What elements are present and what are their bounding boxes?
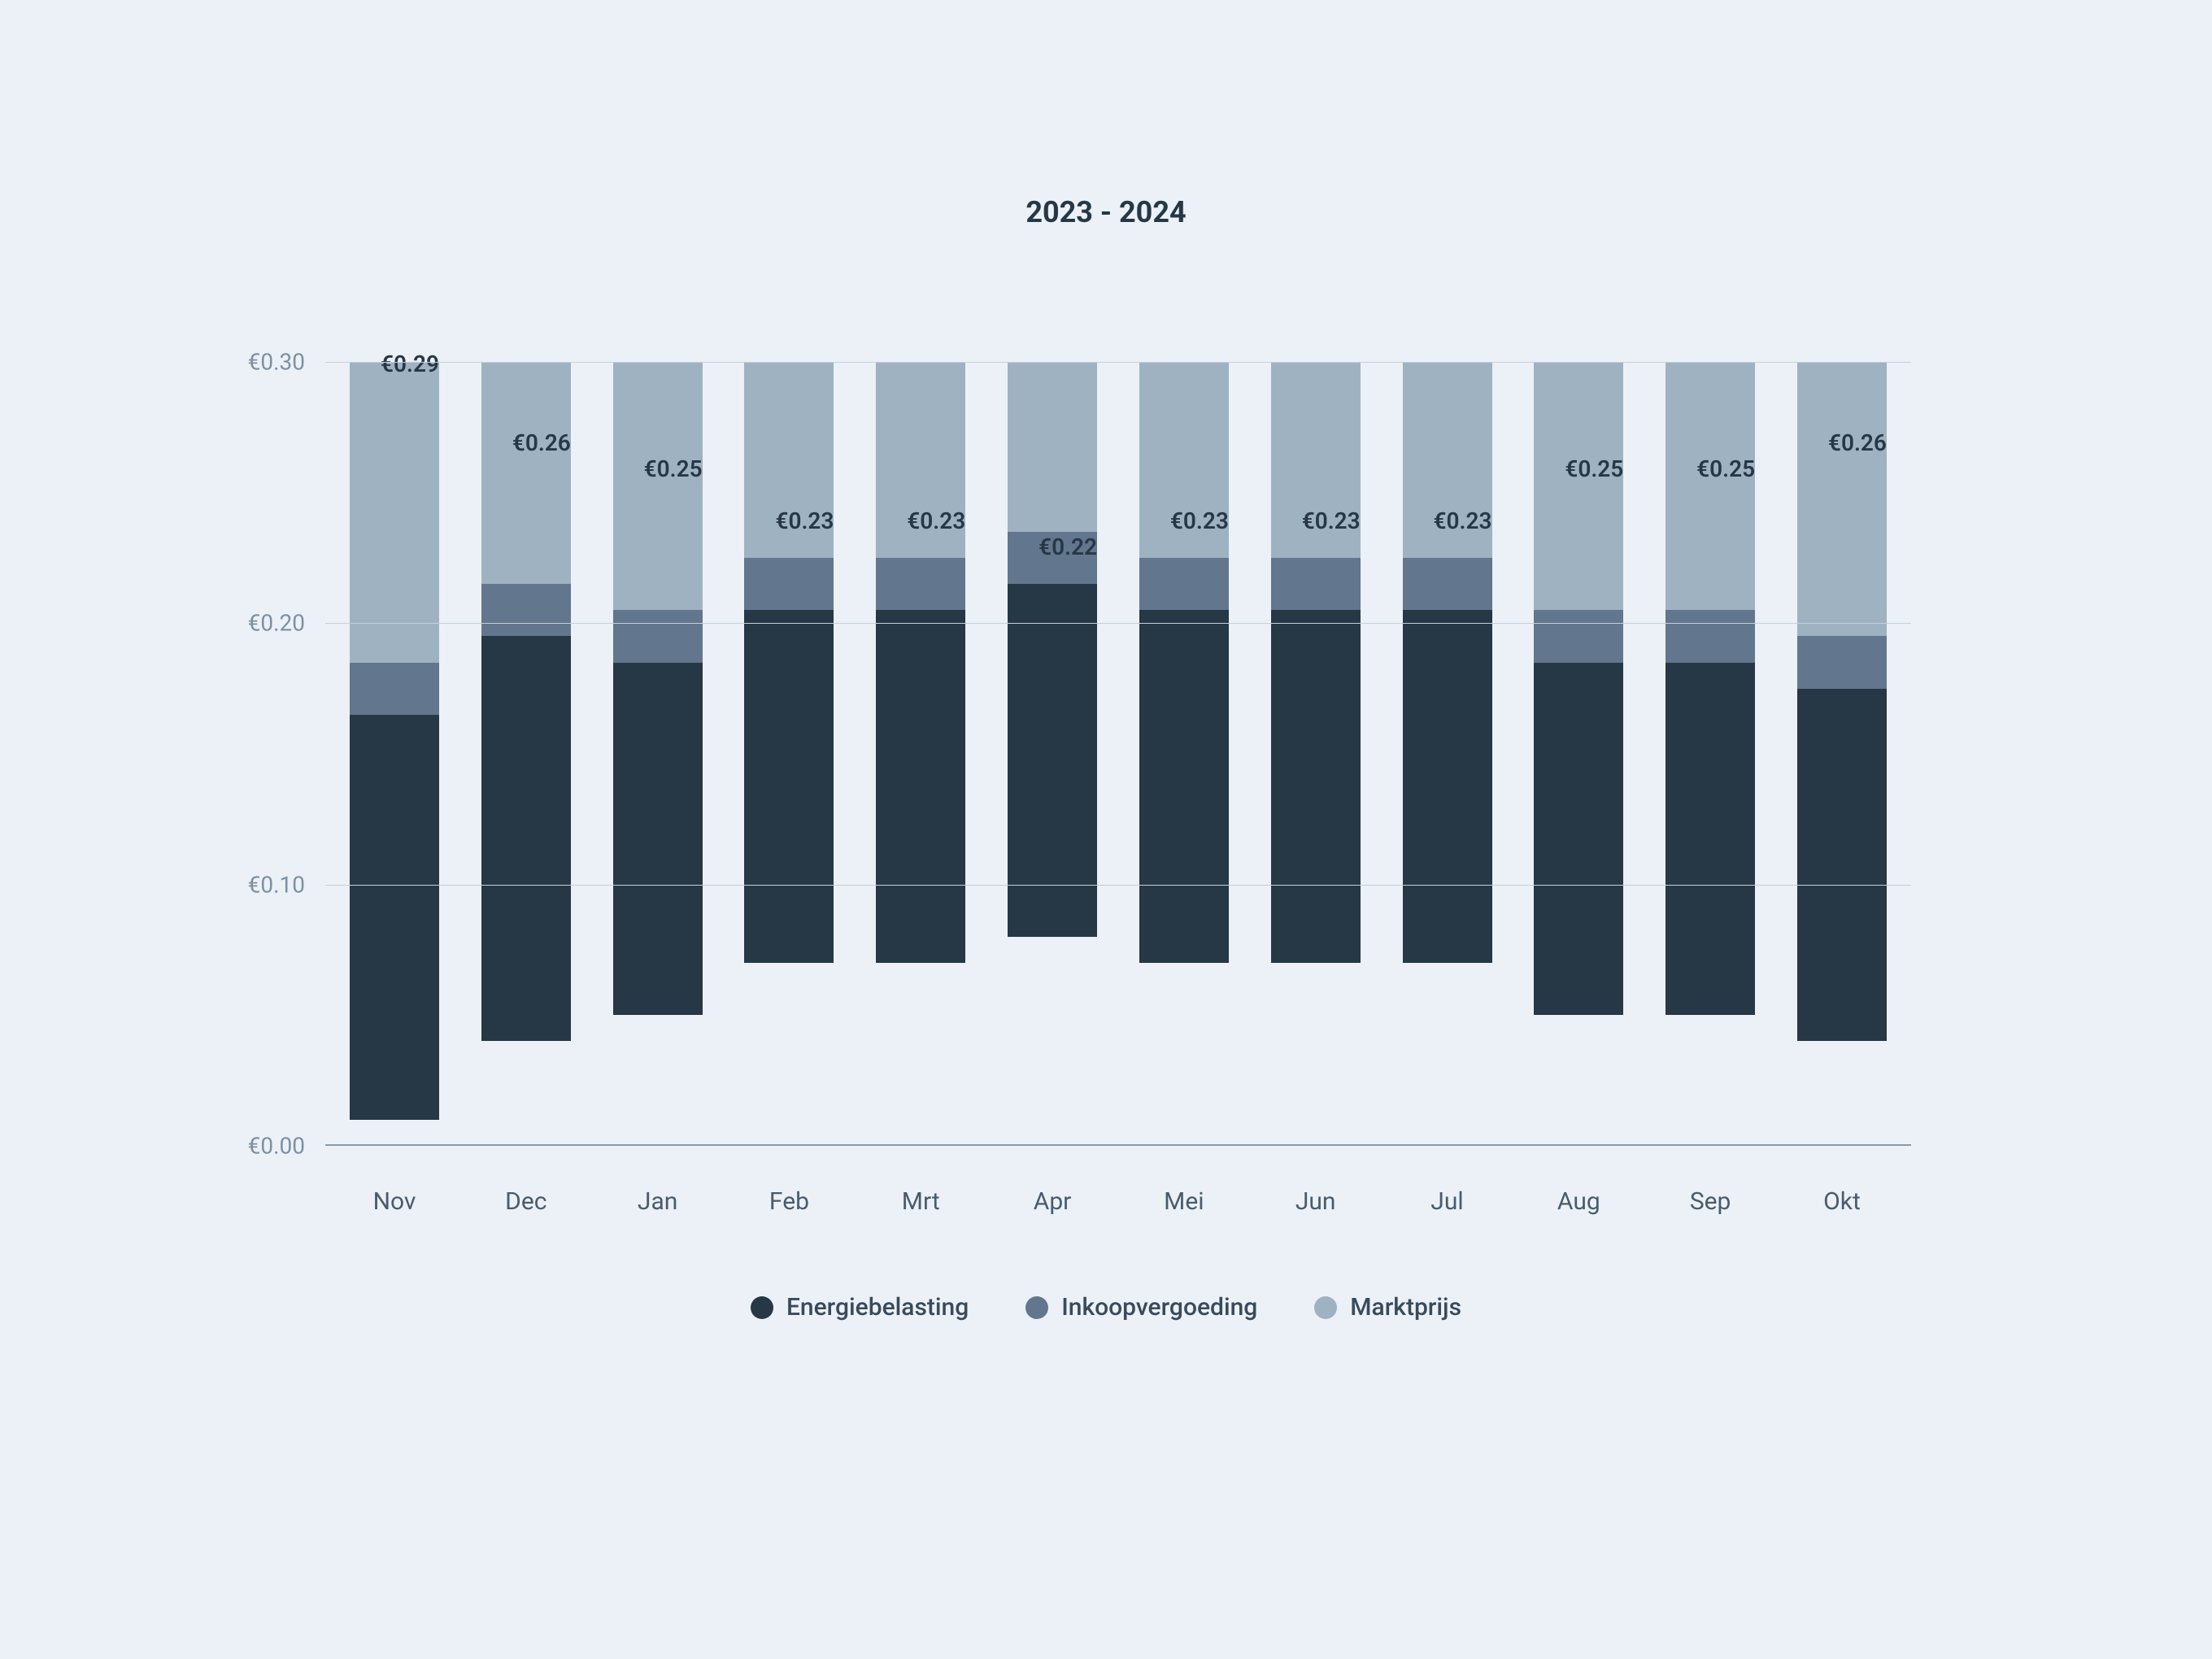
bar-segment-marktprijs xyxy=(1008,362,1097,532)
bar-segment-inkoopvergoeding xyxy=(744,558,834,610)
x-axis-label: Mrt xyxy=(876,1187,965,1216)
y-tick-label: €0.30 xyxy=(248,349,305,376)
x-axis-label: Feb xyxy=(744,1187,834,1216)
bar-column: €0.23 xyxy=(876,362,965,1146)
bar-segment-energiebelasting xyxy=(1666,663,1755,1016)
bar-segment-energiebelasting xyxy=(1139,610,1229,963)
grid-line xyxy=(325,623,1911,624)
legend-label: Inkoopvergoeding xyxy=(1061,1293,1257,1322)
bar-segment-marktprijs xyxy=(1797,362,1887,636)
bar-segment-energiebelasting xyxy=(1271,610,1361,963)
bar-stack xyxy=(1403,362,1492,963)
x-axis-label: Okt xyxy=(1797,1187,1887,1216)
x-axis-label: Jan xyxy=(613,1187,703,1216)
legend-label: Energiebelasting xyxy=(786,1293,969,1322)
bar-value-label: €0.26 xyxy=(1828,429,1887,455)
bar-segment-marktprijs xyxy=(1534,362,1623,610)
bar-segment-energiebelasting xyxy=(744,610,834,963)
bar-segment-energiebelasting xyxy=(350,715,439,1120)
bar-value-label: €0.29 xyxy=(381,351,439,377)
bar-column: €0.23 xyxy=(1403,362,1492,1146)
x-axis-label: Dec xyxy=(481,1187,571,1216)
x-axis-label: Jul xyxy=(1403,1187,1492,1216)
bar-value-label: €0.23 xyxy=(907,507,965,534)
plot-area: €0.29 €0.26 €0.25 €0.23 €0.23 €0.22 €0.23 €0.23… xyxy=(325,362,1911,1146)
bar-column: €0.23 xyxy=(1271,362,1361,1146)
bars-group: €0.29 €0.26 €0.25 €0.23 €0.23 €0.22 €0.23 €0.23… xyxy=(325,362,1911,1146)
bar-column: €0.25 xyxy=(1534,362,1623,1146)
legend-item: Energiebelasting xyxy=(751,1293,969,1322)
bar-column: €0.23 xyxy=(1139,362,1229,1146)
x-axis-labels: Nov Dec Jan Feb Mrt Apr Mei Jun Jul Aug Sep Okt xyxy=(325,1187,1911,1216)
bar-stack xyxy=(744,362,834,963)
bar-value-label: €0.26 xyxy=(512,429,571,455)
bar-segment-energiebelasting xyxy=(1403,610,1492,963)
legend: Energiebelasting Inkoopvergoeding Marktpri… xyxy=(0,1293,2212,1322)
bar-segment-energiebelasting xyxy=(481,636,571,1041)
bar-segment-inkoopvergoeding xyxy=(1139,558,1229,610)
x-axis-label: Sep xyxy=(1666,1187,1755,1216)
bar-segment-inkoopvergoeding xyxy=(1271,558,1361,610)
bar-value-label: €0.23 xyxy=(775,507,834,534)
y-tick-label: €0.20 xyxy=(248,610,305,637)
bar-column: €0.26 xyxy=(1797,362,1887,1146)
bar-column: €0.25 xyxy=(613,362,703,1146)
bar-segment-energiebelasting xyxy=(1534,663,1623,1016)
x-axis-label: Mei xyxy=(1139,1187,1229,1216)
bar-segment-inkoopvergoeding xyxy=(481,584,571,636)
bar-segment-inkoopvergoeding xyxy=(613,610,703,662)
grid-line xyxy=(325,362,1911,363)
bar-stack xyxy=(1271,362,1361,963)
bar-segment-marktprijs xyxy=(1666,362,1755,610)
x-axis-label: Apr xyxy=(1008,1187,1097,1216)
bar-segment-marktprijs xyxy=(481,362,571,584)
y-tick-label: €0.10 xyxy=(248,871,305,898)
legend-swatch xyxy=(1314,1296,1337,1319)
bar-stack xyxy=(1139,362,1229,963)
bar-segment-inkoopvergoeding xyxy=(350,663,439,715)
x-axis-label: Nov xyxy=(350,1187,439,1216)
bar-stack xyxy=(481,362,571,1041)
grid-line xyxy=(325,885,1911,886)
bar-segment-energiebelasting xyxy=(1797,689,1887,1042)
chart-title: 2023 - 2024 xyxy=(0,195,2212,229)
bar-segment-energiebelasting xyxy=(876,610,965,963)
bar-stack xyxy=(1008,362,1097,937)
chart-container: 2023 - 2024 €0.29€0.26€0.25€0.23€0.23€0.… xyxy=(0,0,2212,1659)
bar-segment-inkoopvergoeding xyxy=(876,558,965,610)
bar-value-label: €0.25 xyxy=(1696,455,1755,481)
bar-segment-inkoopvergoeding xyxy=(1534,610,1623,662)
legend-label: Marktprijs xyxy=(1350,1293,1461,1322)
bar-value-label: €0.25 xyxy=(1565,455,1623,481)
bar-value-label: €0.22 xyxy=(1039,533,1097,560)
bar-segment-energiebelasting xyxy=(613,663,703,1016)
bar-stack xyxy=(1797,362,1887,1041)
bar-segment-marktprijs xyxy=(613,362,703,610)
bar-value-label: €0.25 xyxy=(644,455,703,481)
legend-item: Inkoopvergoeding xyxy=(1025,1293,1257,1322)
x-axis-label: Jun xyxy=(1271,1187,1361,1216)
x-axis-label: Aug xyxy=(1534,1187,1623,1216)
bar-column: €0.26 xyxy=(481,362,571,1146)
bar-value-label: €0.23 xyxy=(1170,507,1229,534)
bar-column: €0.23 xyxy=(744,362,834,1146)
bar-column: €0.25 xyxy=(1666,362,1755,1146)
bar-segment-inkoopvergoeding xyxy=(1403,558,1492,610)
bar-stack xyxy=(876,362,965,963)
bar-column: €0.22 xyxy=(1008,362,1097,1146)
bar-segment-inkoopvergoeding xyxy=(1797,636,1887,688)
x-axis-line xyxy=(325,1144,1911,1146)
legend-swatch xyxy=(751,1296,773,1319)
legend-item: Marktprijs xyxy=(1314,1293,1461,1322)
bar-segment-marktprijs xyxy=(350,362,439,663)
bar-segment-inkoopvergoeding xyxy=(1666,610,1755,662)
bar-stack xyxy=(350,362,439,1120)
bar-value-label: €0.23 xyxy=(1434,507,1492,534)
bar-value-label: €0.23 xyxy=(1302,507,1361,534)
y-tick-label: €0.00 xyxy=(248,1133,305,1160)
legend-swatch xyxy=(1025,1296,1048,1319)
bar-column: €0.29 xyxy=(350,362,439,1146)
